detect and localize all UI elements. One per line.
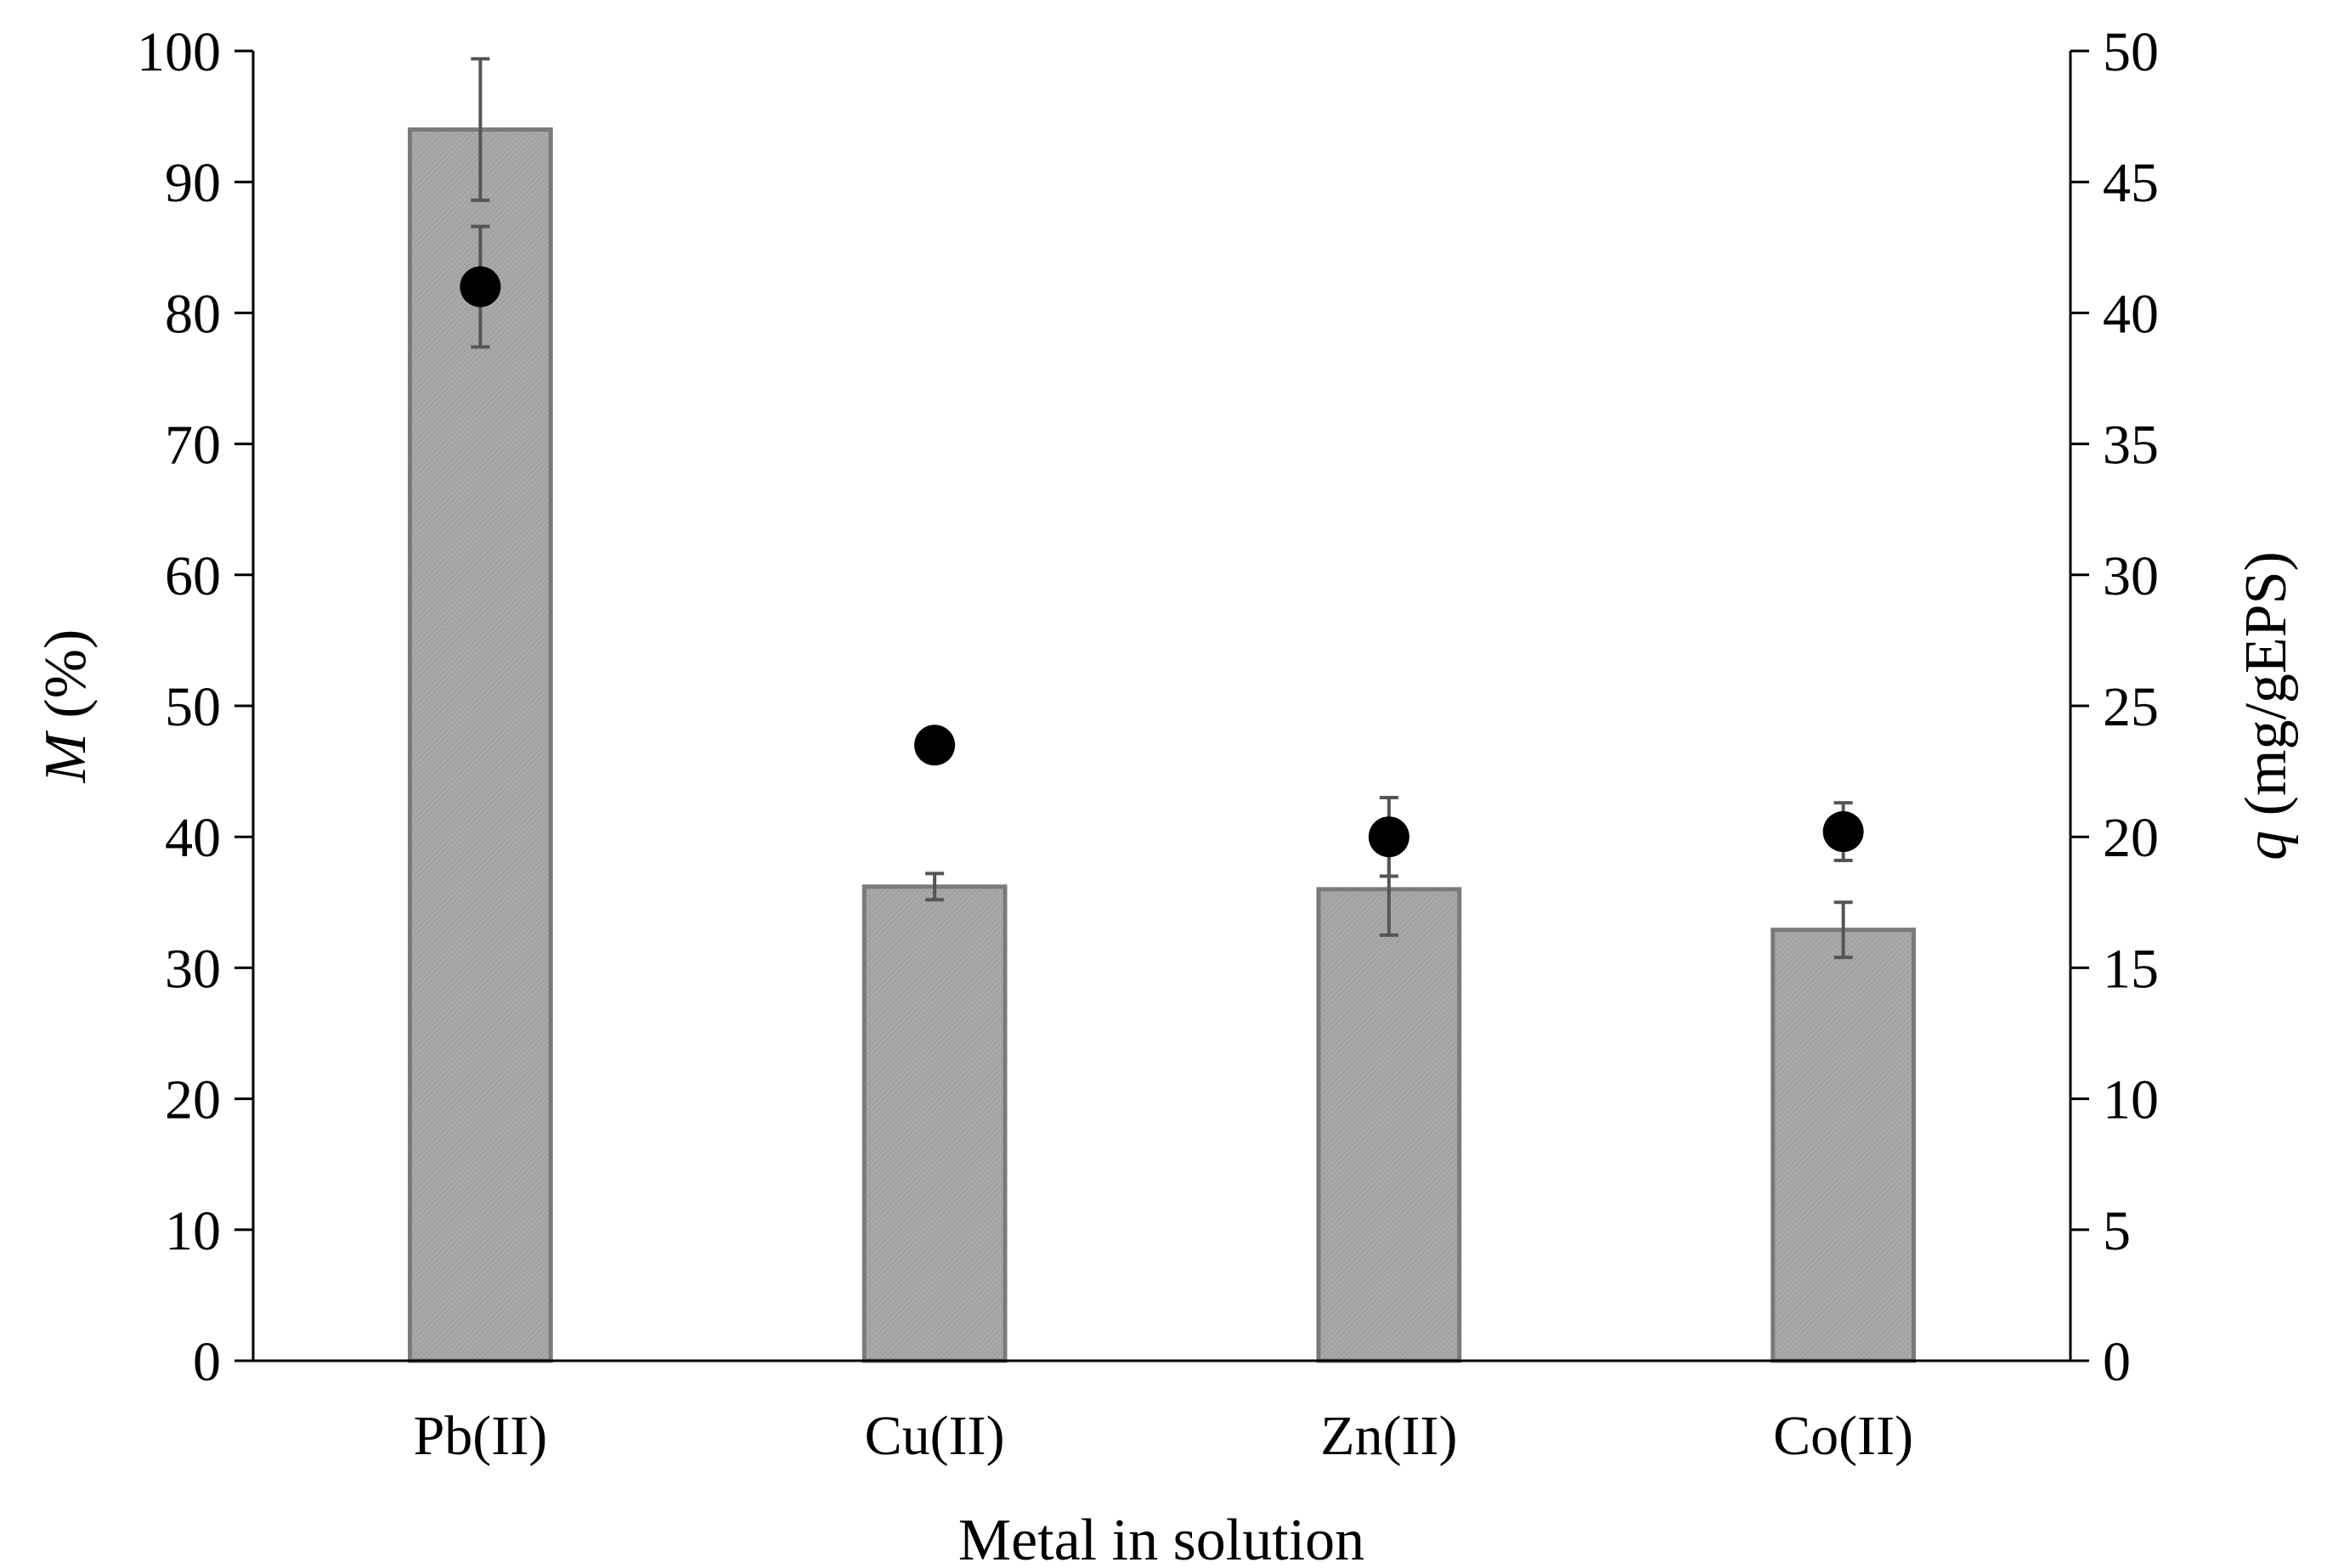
marker-Cu(II) [914, 725, 956, 766]
right-tick-label: 15 [2103, 938, 2159, 1000]
x-category-label: Zn(II) [1320, 1405, 1457, 1467]
markers-layer [460, 266, 1864, 858]
left-tick-label: 80 [165, 283, 221, 345]
x-axis-title: Metal in solution [958, 1508, 1364, 1568]
marker-Zn(II) [1368, 816, 1409, 858]
x-category-label: Co(II) [1773, 1405, 1913, 1467]
right-tick-label: 5 [2103, 1200, 2131, 1262]
left-tick-label: 90 [165, 152, 221, 214]
left-tick-label: 30 [165, 938, 221, 1000]
right-tick-label: 35 [2103, 415, 2159, 477]
right-tick-label: 10 [2103, 1069, 2159, 1131]
left-y-ticks: 0 10 20 30 40 50 60 70 80 90 100 [137, 21, 253, 1393]
left-tick-label: 70 [165, 415, 221, 477]
bar-error-3 [1833, 900, 1853, 960]
x-ticks: Pb(II) Cu(II) Zn(II) Co(II) [414, 1405, 1914, 1467]
right-tick-label: 40 [2103, 283, 2159, 345]
left-y-axis-title: M (%) [33, 629, 99, 784]
right-tick-label: 20 [2103, 807, 2159, 869]
left-tick-label: 0 [193, 1331, 221, 1393]
right-y-axis-unit: (mg/gEPS) [2234, 551, 2299, 831]
left-y-axis-unit: (%) [33, 629, 99, 733]
right-y-axis-title: q (mg/gEPS) [2234, 551, 2299, 860]
left-tick-label: 60 [165, 545, 221, 607]
x-category-label: Pb(II) [414, 1405, 548, 1467]
bar-Co(II) [1771, 928, 1917, 1363]
right-tick-label: 30 [2103, 545, 2159, 607]
x-category-label: Cu(II) [865, 1405, 1005, 1467]
left-tick-label: 10 [165, 1200, 221, 1262]
left-y-axis-symbol: M [33, 730, 99, 783]
error-bars-layer [471, 57, 1853, 960]
right-tick-label: 50 [2103, 21, 2159, 83]
bar-error-0 [471, 57, 490, 202]
bars-layer [407, 127, 1917, 1363]
marker-Pb(II) [460, 266, 501, 307]
right-tick-label: 0 [2103, 1331, 2131, 1393]
left-tick-label: 20 [165, 1069, 221, 1131]
left-tick-label: 40 [165, 807, 221, 869]
right-tick-label: 25 [2103, 676, 2159, 738]
bar-Cu(II) [861, 884, 1008, 1363]
right-y-axis-symbol: q [2234, 831, 2299, 860]
right-tick-label: 45 [2103, 152, 2159, 214]
left-tick-label: 100 [137, 21, 221, 83]
right-y-ticks: 0 5 10 15 20 25 30 35 40 45 50 [2070, 21, 2159, 1393]
bar-error-1 [925, 871, 945, 902]
left-tick-label: 50 [165, 676, 221, 738]
marker-Co(II) [1822, 811, 1864, 853]
bar-Zn(II) [1316, 887, 1462, 1363]
